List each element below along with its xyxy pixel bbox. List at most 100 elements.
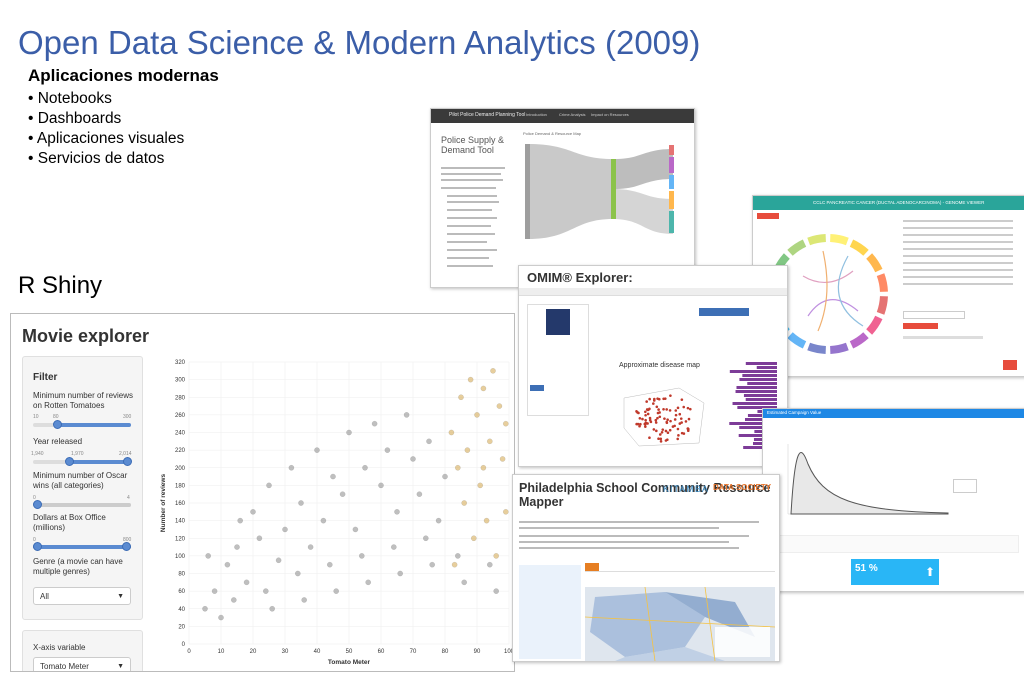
x-tick-label: 0 (187, 649, 191, 655)
data-point (298, 500, 304, 506)
y-tick-label: 200 (175, 466, 186, 472)
data-point (480, 464, 487, 471)
slider-handle[interactable] (33, 500, 42, 509)
slider-tick: 2,014 (119, 451, 132, 457)
data-point (307, 544, 314, 550)
bar (745, 398, 777, 401)
map-point (655, 429, 658, 433)
x-tick-label: 10 (218, 649, 225, 655)
slider-handle[interactable] (123, 457, 132, 466)
ring-segment (849, 332, 869, 349)
xvar-value: Tomato Meter (40, 662, 89, 671)
data-point (211, 588, 218, 594)
omim-sidebar (527, 304, 589, 416)
map-point (686, 406, 690, 410)
slider[interactable] (903, 336, 983, 339)
police-map-label: Police Demand & Resource Map (523, 131, 582, 136)
x-axis-label: Tomato Meter (328, 659, 371, 666)
data-point (371, 420, 378, 427)
action-button[interactable] (903, 323, 938, 329)
map-point (639, 422, 642, 426)
map-point (682, 432, 686, 435)
slider-handle[interactable] (53, 420, 62, 429)
y-tick-label: 260 (175, 413, 186, 419)
tab-crime-analysis[interactable]: Crime Analysis (559, 112, 586, 117)
x-tick-label: 50 (346, 649, 353, 655)
data-point (266, 482, 272, 489)
tab-active[interactable] (585, 563, 599, 571)
omim-tabs[interactable] (519, 288, 787, 296)
map-point (646, 412, 650, 416)
data-point (458, 394, 464, 401)
data-point (333, 588, 339, 594)
oscar-label: Minimum number of Oscar wins (all catego… (33, 471, 128, 490)
genome-header-title: CCLC PANCREATIC CANCER (DUCTAL ADENOCARC… (813, 200, 985, 205)
curve-header-title: Estimated Campaign Value (767, 410, 822, 415)
map-point (682, 405, 686, 409)
genome-viewer-screenshot: CCLC PANCREATIC CANCER (DUCTAL ADENOCARC… (752, 195, 1024, 377)
map-point (659, 440, 663, 443)
map-point (665, 420, 669, 424)
x-tick-label: 60 (378, 649, 385, 655)
download-button[interactable] (1003, 360, 1017, 370)
data-point (346, 429, 352, 436)
map-point (689, 407, 692, 411)
slider-handle[interactable] (65, 457, 74, 466)
map-point (638, 416, 642, 420)
map-point (678, 422, 682, 425)
reset-button[interactable] (757, 213, 779, 219)
data-point (486, 438, 493, 445)
map-point (653, 397, 656, 401)
chevron-down-icon: ▼ (117, 593, 124, 600)
legend (953, 479, 977, 493)
movie-explorer-app: Movie explorer Filter Minimum number of … (10, 313, 515, 672)
philly-tabs[interactable] (585, 563, 775, 572)
reviews-slider[interactable] (33, 420, 131, 429)
slider-handle[interactable] (122, 542, 131, 551)
map-point (668, 409, 672, 412)
data-point (474, 412, 480, 418)
genre-select[interactable]: All ▼ (33, 587, 131, 605)
data-point (301, 597, 307, 603)
map-point (673, 418, 677, 421)
search-button[interactable] (530, 385, 544, 391)
xvar-panel: X-axis variable Tomato Meter ▼ (22, 630, 143, 671)
summary-table (771, 535, 1019, 553)
map-point (645, 400, 648, 403)
y-tick-label: 140 (175, 519, 186, 525)
ring-segment (866, 253, 883, 273)
data-point (231, 597, 237, 603)
y-tick-label: 20 (178, 624, 185, 630)
map-point (676, 437, 680, 441)
map-point (669, 419, 672, 423)
police-bar-title: Pilot Police Demand Planning Tool (449, 112, 526, 118)
philly-text-lines (519, 521, 759, 549)
y-tick-label: 120 (175, 536, 186, 542)
oscar-slider[interactable] (33, 500, 131, 509)
slide-title: Open Data Science & Modern Analytics (20… (18, 24, 701, 61)
year-slider[interactable] (33, 457, 132, 466)
map-point (676, 406, 680, 410)
police-heading: Police Supply & Demand Tool (441, 135, 505, 155)
percent-box: 51 % ⬆ (851, 559, 939, 585)
y-tick-label: 300 (175, 378, 186, 384)
map-point (668, 428, 672, 432)
bar (738, 434, 777, 437)
xvar-select[interactable]: Tomato Meter ▼ (33, 657, 131, 671)
tab-introduction[interactable]: Introduction (526, 112, 547, 117)
data-point (275, 557, 282, 564)
y-tick-label: 320 (175, 360, 186, 366)
map-point (676, 427, 680, 431)
omim-button[interactable] (699, 308, 749, 316)
slider-handle[interactable] (33, 542, 42, 551)
map-point (662, 407, 665, 411)
tab-impact[interactable]: Impact on Resources (591, 112, 629, 117)
map-point (644, 410, 647, 414)
bar (729, 422, 777, 425)
selector[interactable] (903, 311, 965, 319)
boxoffice-slider[interactable] (33, 542, 131, 551)
filter-heading: Filter (33, 372, 58, 383)
ring-segment (807, 342, 826, 354)
data-point (499, 456, 506, 462)
data-point (314, 447, 320, 453)
